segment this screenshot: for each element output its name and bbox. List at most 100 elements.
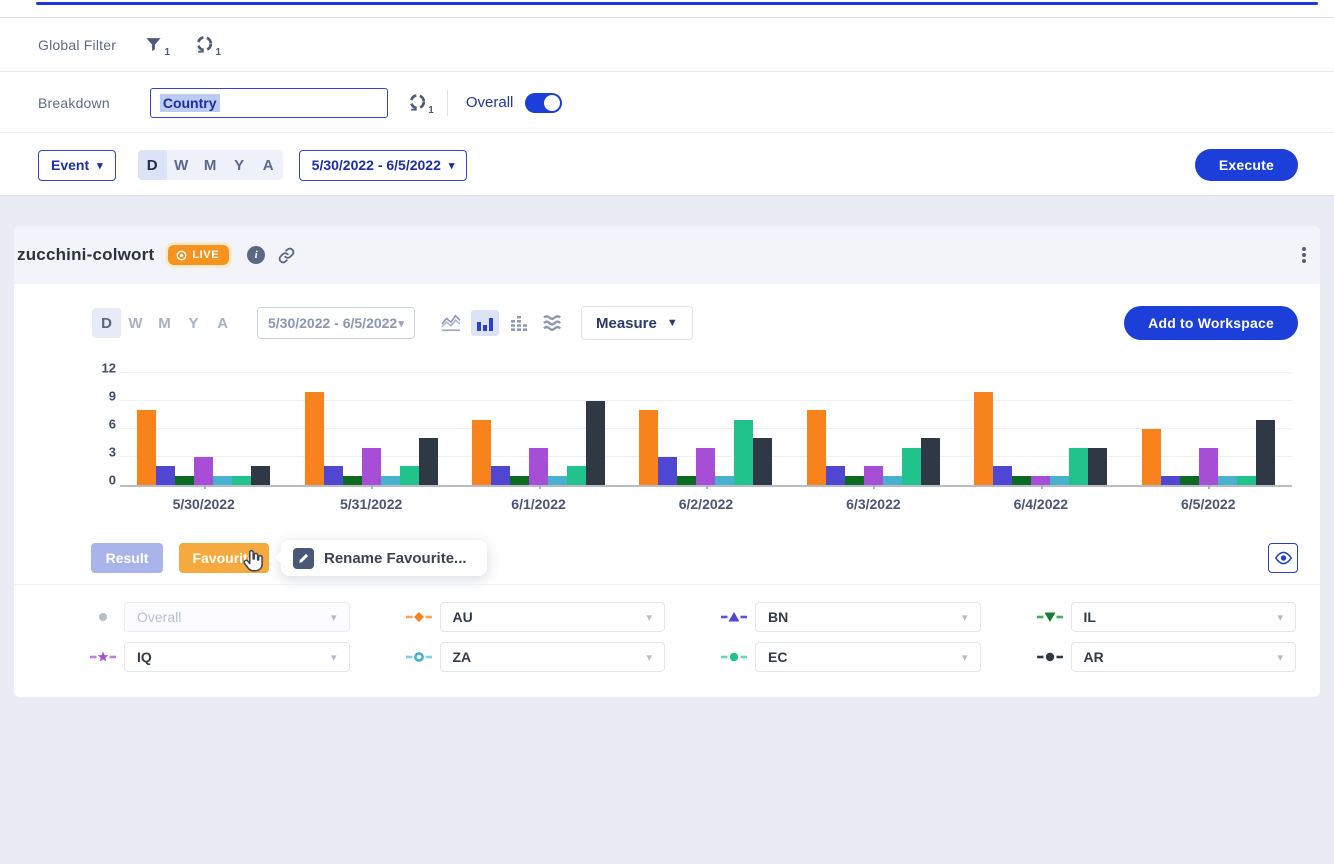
bar-EC-6/3/2022[interactable] [901,447,921,485]
bar-BN-6/3/2022[interactable] [825,466,845,485]
date-range-dropdown[interactable]: 5/30/2022 - 6/5/2022 ▾ [298,149,468,181]
histogram-chart-icon[interactable] [505,310,533,336]
favourite-tab-button[interactable]: Favourite [179,543,269,573]
series-select-bn[interactable]: BN ▾ [755,602,981,632]
bar-AR-5/31/2022[interactable] [418,438,438,485]
measure-dropdown[interactable]: Measure ▼ [581,306,693,340]
bar-EC-6/5/2022[interactable] [1236,475,1256,485]
bar-AR-6/1/2022[interactable] [586,401,606,485]
series-select-au[interactable]: AU ▾ [439,602,665,632]
granularity-Y[interactable]: Y [188,314,199,332]
bar-EC-6/2/2022[interactable] [734,419,754,485]
granularity-D[interactable]: D [92,308,121,338]
bar-ZA-6/5/2022[interactable] [1217,475,1237,485]
breakdown-input[interactable]: Country [149,87,388,118]
bar-IQ-6/5/2022[interactable] [1198,447,1218,485]
bar-IL-6/2/2022[interactable] [677,475,697,485]
legend-item-iq: IQ ▾ [90,642,350,672]
granularity-M[interactable]: M [158,314,171,332]
bar-ZA-5/31/2022[interactable] [380,475,400,485]
filter-icon[interactable]: 1 [144,35,170,58]
bar-AU-6/3/2022[interactable] [806,410,826,485]
series-select-iq[interactable]: IQ ▾ [124,642,350,672]
bar-ZA-6/2/2022[interactable] [715,475,735,485]
bar-BN-5/30/2022[interactable] [156,466,176,485]
bar-AU-6/5/2022[interactable] [1141,429,1161,485]
event-dropdown[interactable]: Event ▾ [38,149,116,181]
bar-AU-5/30/2022[interactable] [137,410,157,485]
add-to-workspace-button[interactable]: Add to Workspace [1124,306,1298,340]
bar-ZA-6/1/2022[interactable] [548,475,568,485]
stacked-chart-icon[interactable] [539,310,567,336]
granularity-D[interactable]: D [137,150,167,180]
chevron-down-icon: ▾ [330,651,337,664]
bar-IL-6/1/2022[interactable] [510,475,530,485]
x-axis-tick [203,485,206,489]
bar-chart-icon[interactable] [471,310,499,336]
bar-BN-5/31/2022[interactable] [323,466,343,485]
bar-ZA-6/4/2022[interactable] [1050,475,1070,485]
granularity-A[interactable]: A [262,156,274,174]
breakdown-icon[interactable]: 1 [195,35,221,58]
bar-EC-6/1/2022[interactable] [567,466,587,485]
granularity-Y[interactable]: Y [234,156,245,174]
legend-item-overall: Overall ▾ [90,602,350,632]
result-tab-button[interactable]: Result [91,543,163,573]
bar-IL-5/30/2022[interactable] [175,475,195,485]
card-date-range-dropdown[interactable]: 5/30/2022 - 6/5/2022 ▾ [257,307,415,339]
series-select-ec[interactable]: EC ▾ [755,642,981,672]
bar-AU-6/4/2022[interactable] [974,391,994,485]
bar-IQ-6/2/2022[interactable] [696,447,716,485]
granularity-M[interactable]: M [203,156,217,174]
gridline [120,372,1292,373]
bar-AU-6/2/2022[interactable] [639,410,659,485]
bar-IQ-6/4/2022[interactable] [1031,475,1051,485]
bar-EC-6/4/2022[interactable] [1069,447,1089,485]
bar-IL-6/3/2022[interactable] [844,475,864,485]
chevron-down-icon: ▾ [646,611,652,624]
bar-IL-6/4/2022[interactable] [1012,475,1032,485]
line-chart-icon[interactable] [437,310,465,336]
bar-AR-6/3/2022[interactable] [920,438,940,485]
bar-AR-6/2/2022[interactable] [753,438,773,485]
series-select-il[interactable]: IL ▾ [1070,602,1296,632]
link-icon[interactable] [278,247,295,264]
granularity-A[interactable]: A [217,314,228,332]
bar-BN-6/4/2022[interactable] [993,466,1013,485]
granularity-W[interactable]: W [174,156,189,174]
chevron-down-icon: ▾ [97,159,103,172]
kebab-menu-icon[interactable] [1302,247,1306,263]
divider [14,584,1320,585]
bar-IQ-6/3/2022[interactable] [863,466,883,485]
bar-group-6/1/2022 [455,375,622,489]
bar-EC-5/31/2022[interactable] [399,466,419,485]
bar-BN-6/1/2022[interactable] [491,466,511,485]
series-select-za[interactable]: ZA ▾ [439,642,665,672]
bar-EC-5/30/2022[interactable] [232,475,252,485]
y-axis-label: 9 [108,388,116,404]
execute-button[interactable]: Execute [1194,149,1298,181]
bar-IQ-5/30/2022[interactable] [194,457,214,485]
rename-favourite-tooltip[interactable]: Rename Favourite... [281,540,487,576]
series-select-label: AR [1083,649,1104,665]
breakdown-type-icon[interactable]: 1 [408,93,434,116]
series-select-ar[interactable]: AR ▾ [1070,642,1296,672]
bar-IL-5/31/2022[interactable] [342,475,362,485]
bar-IQ-6/1/2022[interactable] [529,447,549,485]
bar-ZA-6/3/2022[interactable] [882,475,902,485]
bar-BN-6/5/2022[interactable] [1160,475,1180,485]
bar-AR-5/30/2022[interactable] [251,466,271,485]
bar-ZA-5/30/2022[interactable] [213,475,233,485]
bar-AU-6/1/2022[interactable] [472,419,492,485]
bar-AR-6/4/2022[interactable] [1088,447,1108,485]
bar-BN-6/2/2022[interactable] [658,457,678,485]
bar-AU-5/31/2022[interactable] [304,391,324,485]
overall-toggle[interactable] [525,92,563,113]
info-icon[interactable]: i [247,246,266,264]
visibility-eye-button[interactable] [1268,543,1298,573]
bar-AR-6/5/2022[interactable] [1255,419,1275,485]
bar-IL-6/5/2022[interactable] [1179,475,1199,485]
bar-IQ-5/31/2022[interactable] [361,447,381,485]
granularity-W[interactable]: W [128,314,143,332]
